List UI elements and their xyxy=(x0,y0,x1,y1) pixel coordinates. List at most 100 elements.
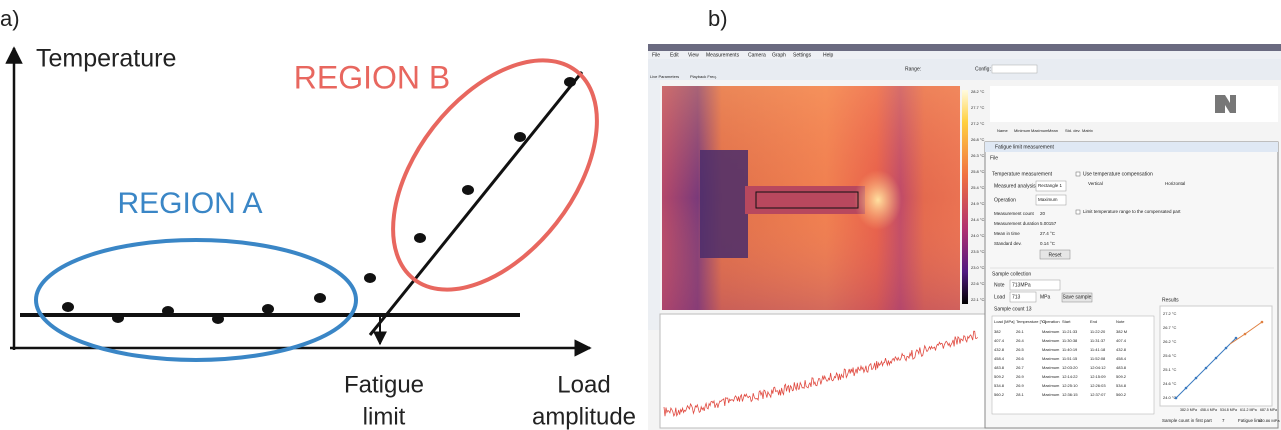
region-b-ellipse xyxy=(391,58,599,292)
table-cell: 509.2 xyxy=(994,374,1005,379)
table-header: Operation xyxy=(1042,319,1060,324)
table-cell: 382 xyxy=(994,329,1001,334)
dropdown[interactable] xyxy=(1035,194,1067,206)
color-scale-label: 24.4 °C xyxy=(971,217,984,222)
point xyxy=(414,233,426,243)
save-button[interactable] xyxy=(1061,292,1093,303)
field-value: Rectangle 1 xyxy=(1038,183,1063,188)
table-cell: 560.2 xyxy=(1116,392,1127,397)
menu-item[interactable]: File xyxy=(990,155,998,161)
point xyxy=(212,314,224,324)
menu-item[interactable]: Measurements xyxy=(706,52,740,58)
table-cell: 11:31:37 xyxy=(1090,338,1106,343)
radio-label: Horizontal xyxy=(1165,181,1185,186)
menu-item[interactable]: Help xyxy=(823,52,834,58)
menu-item[interactable]: Camera xyxy=(748,52,766,58)
table-header: Name xyxy=(997,128,1008,133)
section-title: Sample collection xyxy=(992,271,1031,277)
stat-label: Mean in time xyxy=(994,231,1020,236)
result-point xyxy=(1260,320,1264,324)
table-cell: 11:40:19 xyxy=(1062,347,1078,352)
y-tick-label: 27.2 °C xyxy=(1163,311,1176,316)
table-cell: 12:15:09 xyxy=(1090,374,1106,379)
point xyxy=(62,302,74,312)
title-bar xyxy=(648,44,1281,51)
config-box xyxy=(991,64,1038,74)
result-point xyxy=(1194,376,1198,380)
table-cell: 11:30:38 xyxy=(1062,338,1078,343)
points xyxy=(62,77,576,324)
field-value: 7 xyxy=(1222,418,1225,423)
color-scale-label: 26.3 °C xyxy=(971,153,984,158)
stat-value: 20 xyxy=(1040,211,1046,216)
input[interactable] xyxy=(1009,291,1037,303)
table-cell: Maximum xyxy=(1042,338,1060,343)
table-cell: 12:14:22 xyxy=(1062,374,1078,379)
table-cell: 26.7 xyxy=(1016,365,1025,370)
table-cell: 534.8 xyxy=(1116,383,1127,388)
field-label: Note xyxy=(994,282,1005,288)
region-label: REGION B xyxy=(294,59,450,95)
panel-label: b) xyxy=(708,6,728,31)
color-scale-label: 23.0 °C xyxy=(971,265,984,270)
y-tick-label: 25.1 °C xyxy=(1163,367,1176,372)
point xyxy=(514,132,526,142)
y-tick-label: 25.6 °C xyxy=(1163,353,1176,358)
dropdown[interactable] xyxy=(1035,180,1067,192)
y-tick-label: 24.6 °C xyxy=(1163,381,1176,386)
panel-a: a) Temperature REGION A REGION B Fatigue… xyxy=(0,6,636,430)
results-plot xyxy=(1159,305,1273,407)
roi-rectangle[interactable] xyxy=(755,191,859,209)
checkbox[interactable] xyxy=(1075,171,1081,177)
section-title: Temperature measurement xyxy=(992,171,1053,177)
button-label: Save sample xyxy=(1063,294,1092,300)
table-cell: 11:21:33 xyxy=(1062,329,1078,334)
menu-bar xyxy=(648,51,1281,59)
color-scale-label: 22.6 °C xyxy=(971,281,984,286)
table-cell: 26.9 xyxy=(1016,374,1025,379)
menu-item[interactable]: File xyxy=(652,52,660,58)
color-scale-label: 27.2 °C xyxy=(971,121,984,126)
result-point xyxy=(1184,386,1188,390)
table-cell: 483.8 xyxy=(1116,365,1127,370)
y-tick-label: 24.0 °C xyxy=(1163,395,1176,400)
table-cell: 12:26:03 xyxy=(1090,383,1106,388)
table-cell: 26.1 xyxy=(1016,329,1025,334)
table-cell: Maximum xyxy=(1042,374,1060,379)
menu-item[interactable]: View xyxy=(688,52,699,58)
field-label: Operation xyxy=(994,197,1016,203)
menu-item[interactable]: Graph xyxy=(772,52,786,58)
x-tick-label: 534.8 MPa xyxy=(1220,408,1237,412)
field-label: Sample count 13 xyxy=(994,306,1032,312)
checkbox[interactable] xyxy=(1075,209,1081,215)
table-cell: 12:03:20 xyxy=(1062,365,1078,370)
panel-label: a) xyxy=(0,6,20,31)
menu-item[interactable]: Edit xyxy=(670,52,679,58)
checkbox-label: Use temperature compensation xyxy=(1083,171,1153,177)
color-scale-label: 23.5 °C xyxy=(971,249,984,254)
table-cell: 458.4 xyxy=(1116,356,1127,361)
input[interactable] xyxy=(1009,279,1061,291)
table-header: Mean xyxy=(1048,128,1058,133)
x-tick-label: 687.5 MPa xyxy=(1260,408,1277,412)
table-cell: 11:52:08 xyxy=(1090,356,1106,361)
table-header: Load [MPa] xyxy=(994,319,1014,324)
x-tick-label: 382.0 MPa xyxy=(1180,408,1197,412)
tab: Playback Freq. xyxy=(690,74,717,79)
table-cell: 458.4 xyxy=(994,356,1005,361)
table-cell: 12:37:07 xyxy=(1090,392,1106,397)
x-tick-label: 611.2 MPa xyxy=(1240,408,1257,412)
y-axis-title: Temperature xyxy=(36,45,176,73)
trend-line xyxy=(368,71,584,336)
toolbar xyxy=(648,59,1281,80)
menu-item[interactable]: Settings xyxy=(793,52,812,58)
button-label: Reset xyxy=(1048,252,1062,258)
table-cell: 26.9 xyxy=(1016,383,1025,388)
field-value: 520.86 MPa xyxy=(1258,418,1280,423)
point xyxy=(112,313,124,323)
reset-button[interactable] xyxy=(1039,249,1071,260)
hot-spot xyxy=(854,170,902,230)
stat-label: Measurement count xyxy=(994,211,1035,216)
table-cell: 12:36:15 xyxy=(1062,392,1078,397)
clamp xyxy=(700,150,748,258)
